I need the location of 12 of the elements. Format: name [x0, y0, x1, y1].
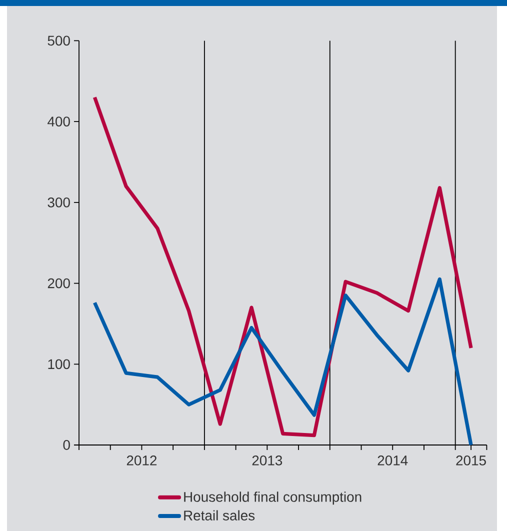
x-tick-label: 2015: [456, 456, 486, 466]
x-tick-label: 2012: [126, 456, 157, 466]
x-tick-label: 2014: [378, 456, 408, 466]
y-tick-label: 500: [48, 36, 70, 46]
y-tick-label: 300: [48, 197, 70, 208]
y-tick-label: 0: [63, 440, 70, 450]
legend-label: Household final consumption: [184, 492, 362, 505]
y-tick-label: 400: [48, 116, 70, 126]
x-tick-label: 2013: [252, 456, 282, 466]
legend-label: Retail sales: [184, 510, 255, 520]
y-tick-label: 200: [48, 278, 70, 288]
y-tick-label: 100: [48, 359, 70, 370]
